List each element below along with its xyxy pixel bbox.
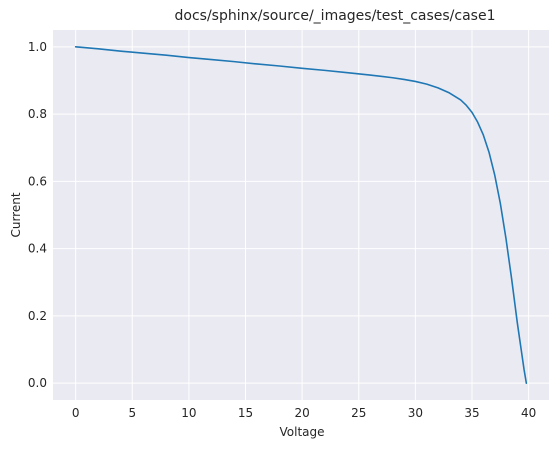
chart-title: docs/sphinx/source/_images/test_cases/ca… xyxy=(175,8,496,24)
x-tick-label: 25 xyxy=(351,406,366,420)
x-tick-label: 5 xyxy=(128,406,136,420)
x-tick-label: 40 xyxy=(521,406,536,420)
x-tick-label: 20 xyxy=(294,406,309,420)
x-tick-label: 30 xyxy=(408,406,423,420)
grid xyxy=(53,30,549,400)
y-tick-label: 0.6 xyxy=(28,174,47,188)
tick-labels: 0 5 10 15 20 25 30 35 40 0.0 0.2 0.4 0.6 0.8 1.0 xyxy=(28,40,536,420)
series-layer xyxy=(74,46,528,384)
y-tick-label: 1.0 xyxy=(28,40,47,54)
x-tick-label: 10 xyxy=(181,406,196,420)
plot-area xyxy=(53,30,549,400)
x-tick-label: 35 xyxy=(464,406,479,420)
y-axis-label: Current xyxy=(9,192,23,237)
y-tick-label: 0.0 xyxy=(28,376,47,390)
y-tick-label: 0.4 xyxy=(28,242,47,256)
series-line-0 xyxy=(74,46,528,384)
x-axis-label: Voltage xyxy=(279,425,324,439)
y-tick-label: 0.8 xyxy=(28,107,47,121)
y-tick-label: 0.2 xyxy=(28,309,47,323)
x-tick-label: 0 xyxy=(72,406,80,420)
x-tick-label: 15 xyxy=(238,406,253,420)
